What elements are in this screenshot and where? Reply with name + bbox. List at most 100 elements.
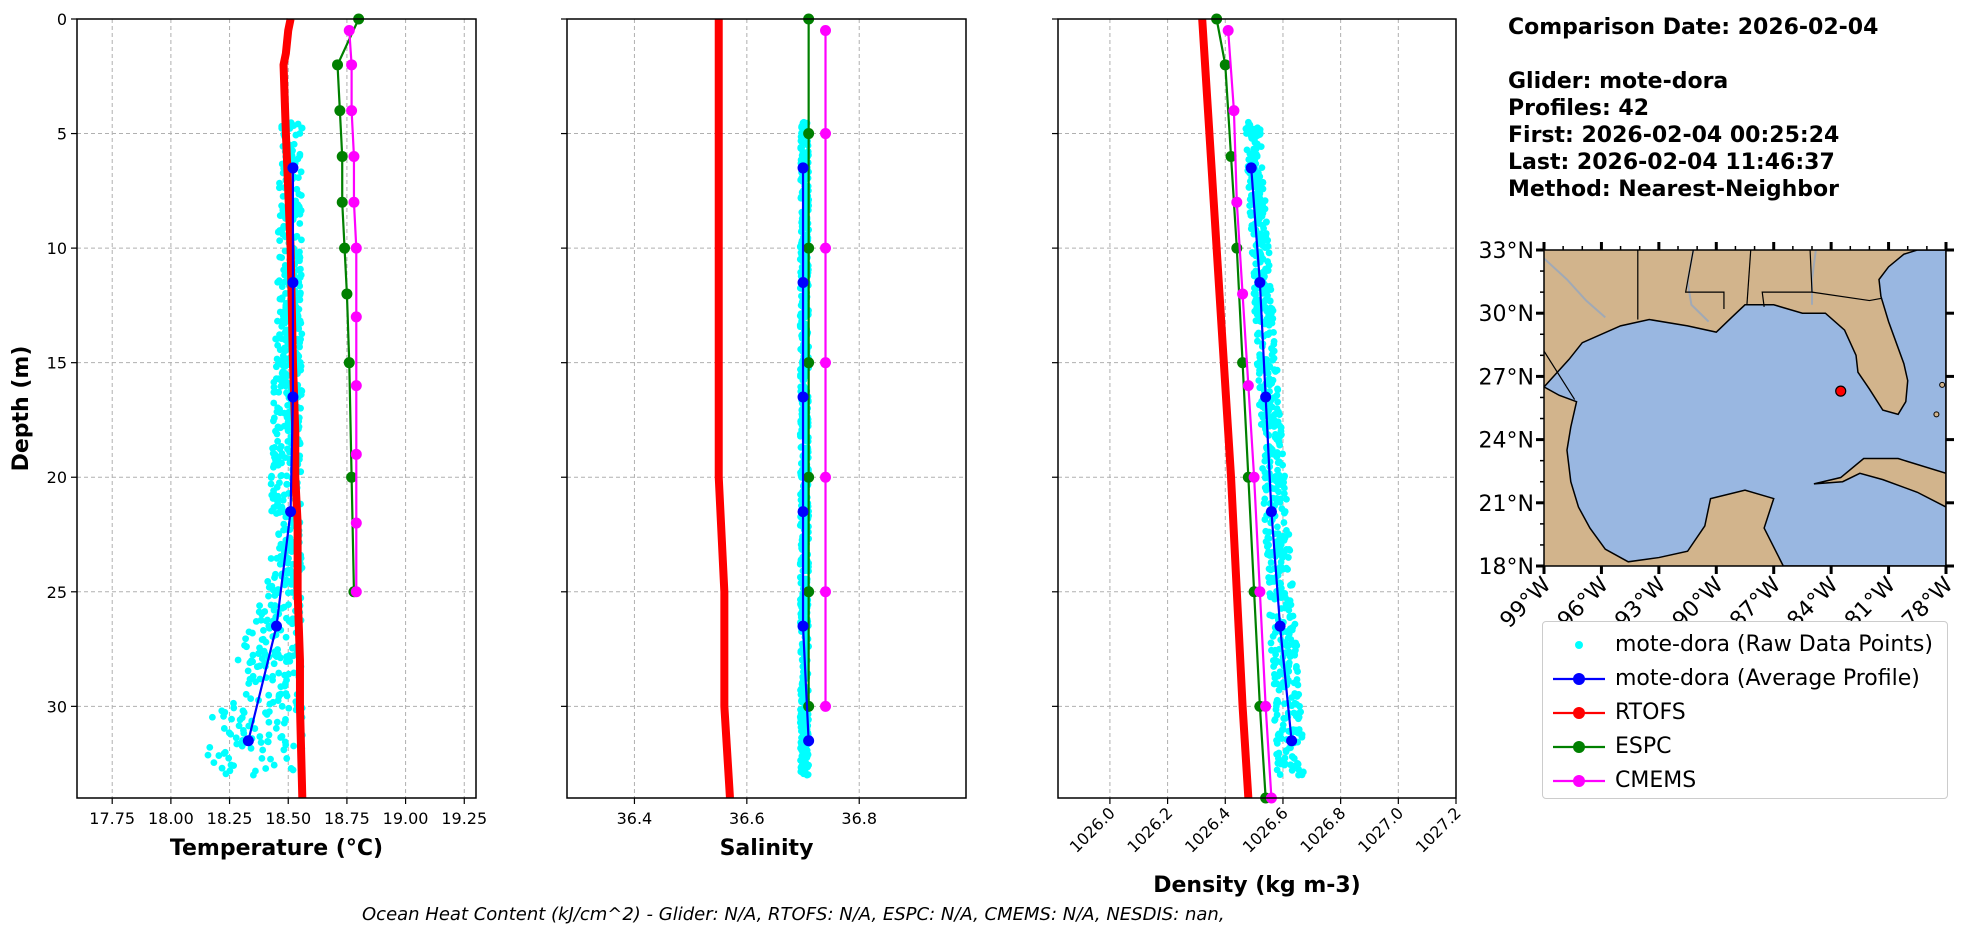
- salinity-profile-panel: 36.4 36.6 36.8 Salinity: [561, 13, 967, 861]
- cmems-profile-marker: [1222, 24, 1234, 36]
- raw-data-point: [284, 577, 292, 585]
- raw-data-point: [281, 278, 288, 286]
- raw-data-point: [281, 671, 289, 679]
- cmems-profile-marker: [343, 24, 355, 36]
- espc-profile-marker: [332, 59, 344, 71]
- raw-data-point: [279, 368, 287, 376]
- raw-data-point: [255, 608, 263, 616]
- latitude-label: 24°N: [1479, 429, 1534, 454]
- raw-data-point: [1277, 683, 1284, 691]
- raw-data-point: [249, 658, 256, 666]
- raw-data-point: [1277, 760, 1285, 768]
- raw-data-point: [276, 424, 284, 432]
- latitude-label: 21°N: [1479, 492, 1534, 517]
- glider_avg-profile-line: [1250, 167, 1293, 741]
- legend-label: RTOFS: [1615, 700, 1686, 725]
- legend-swatch-glider_avg: [1553, 673, 1605, 685]
- raw-data-point: [238, 714, 246, 722]
- raw-data-point: [235, 722, 243, 730]
- raw-data-point: [1276, 730, 1284, 738]
- temperature-profile-panel: 17.75 18.00 18.25 18.50 18.75 19.00 19.25 0 5 10 1…: [9, 10, 487, 861]
- cmems-profile-marker: [348, 196, 360, 208]
- raw-data-point: [1266, 297, 1274, 305]
- axes-frame: [566, 18, 967, 799]
- raw-data-point: [275, 453, 283, 461]
- raw-data-point: [1254, 124, 1261, 132]
- raw-data-point: [1258, 212, 1266, 220]
- raw-data-point: [278, 732, 286, 740]
- x-tick-label: 1027.0: [1354, 803, 1407, 856]
- glider_avg-profile-marker: [797, 162, 809, 174]
- raw-data-point: [256, 733, 264, 740]
- glider_avg-profile-marker: [271, 620, 282, 632]
- raw-data-point: [800, 342, 808, 350]
- raw-data-point: [1273, 538, 1281, 546]
- y-tick-label: 10: [47, 239, 67, 258]
- raw-data-point: [1253, 191, 1261, 198]
- x-tick-label: 18.25: [207, 809, 253, 828]
- raw-data-point: [265, 622, 273, 630]
- raw-data-point: [799, 153, 807, 160]
- raw-data-point: [1265, 249, 1273, 257]
- raw-data-point: [258, 754, 266, 762]
- glider_avg-profile-marker: [803, 735, 815, 747]
- raw-data-point: [1273, 696, 1281, 704]
- espc-profile-line: [336, 18, 360, 592]
- raw-data-point: [1254, 337, 1261, 345]
- legend-marker: [1573, 775, 1585, 787]
- raw-data-point: [1277, 580, 1285, 588]
- raw-data-point: [1278, 505, 1286, 513]
- cmems-profile-marker: [820, 471, 832, 483]
- glider-name: Glider: mote-dora: [1508, 69, 1729, 94]
- raw-data-point: [274, 437, 282, 445]
- raw-data-point: [284, 445, 291, 453]
- raw-data-point: [1266, 552, 1274, 559]
- raw-data-point: [232, 734, 240, 742]
- raw-data-point: [1276, 478, 1284, 486]
- espc-profile-marker: [346, 471, 358, 483]
- raw-data-point: [798, 752, 806, 760]
- raw-data-point: [1254, 361, 1262, 369]
- raw-data-point: [1269, 307, 1277, 315]
- x-tick-label: 18.00: [148, 809, 194, 828]
- raw-data-point: [290, 122, 298, 129]
- raw-data-point: [204, 751, 212, 759]
- glider_avg-profile-marker: [1245, 162, 1257, 174]
- raw-data-point: [1247, 209, 1255, 216]
- raw-data-point: [282, 633, 290, 641]
- gulf-of-mexico-water: [1544, 250, 1946, 566]
- glider-location-marker: [1835, 385, 1847, 397]
- raw-data-point: [1251, 171, 1259, 179]
- raw-data-point: [1271, 674, 1279, 682]
- raw-data-point: [297, 335, 304, 343]
- glider_avg-profile-marker: [797, 276, 809, 288]
- x-tick-label: 36.6: [729, 809, 765, 828]
- gulf-map-panel: 18°N21°N24°N27°N30°N33°N99°W96°W93°W90°W…: [1479, 239, 1959, 633]
- raw-data-point: [1276, 771, 1284, 778]
- raw-data-point: [228, 715, 235, 723]
- espc-profile-marker: [803, 357, 815, 369]
- raw-data-point: [1267, 639, 1275, 647]
- raw-data-point: [798, 144, 806, 151]
- raw-data-point: [252, 678, 260, 686]
- raw-data-point: [242, 635, 249, 643]
- raw-data-point: [206, 743, 214, 751]
- raw-data-point: [239, 707, 247, 715]
- raw-data-point: [281, 682, 289, 690]
- legend-label: mote-dora (Average Profile): [1615, 666, 1920, 691]
- legend-swatch-rtofs: [1553, 707, 1605, 719]
- raw-data-point: [1270, 366, 1278, 374]
- raw-data-point: [260, 647, 268, 655]
- raw-data-point: [799, 745, 807, 752]
- x-tick-label: 1026.0: [1066, 803, 1119, 856]
- river: [1544, 257, 1606, 319]
- raw-data-point: [273, 483, 281, 491]
- raw-data-point: [227, 730, 235, 738]
- last-profile-time: Last: 2026-02-04 11:46:37: [1508, 150, 1835, 175]
- raw-data-point: [1283, 495, 1290, 503]
- raw-data-point: [298, 124, 306, 132]
- raw-data-point: [269, 586, 277, 594]
- raw-data-point: [244, 667, 252, 675]
- raw-data-point: [1276, 422, 1284, 430]
- raw-data-point: [1281, 590, 1289, 597]
